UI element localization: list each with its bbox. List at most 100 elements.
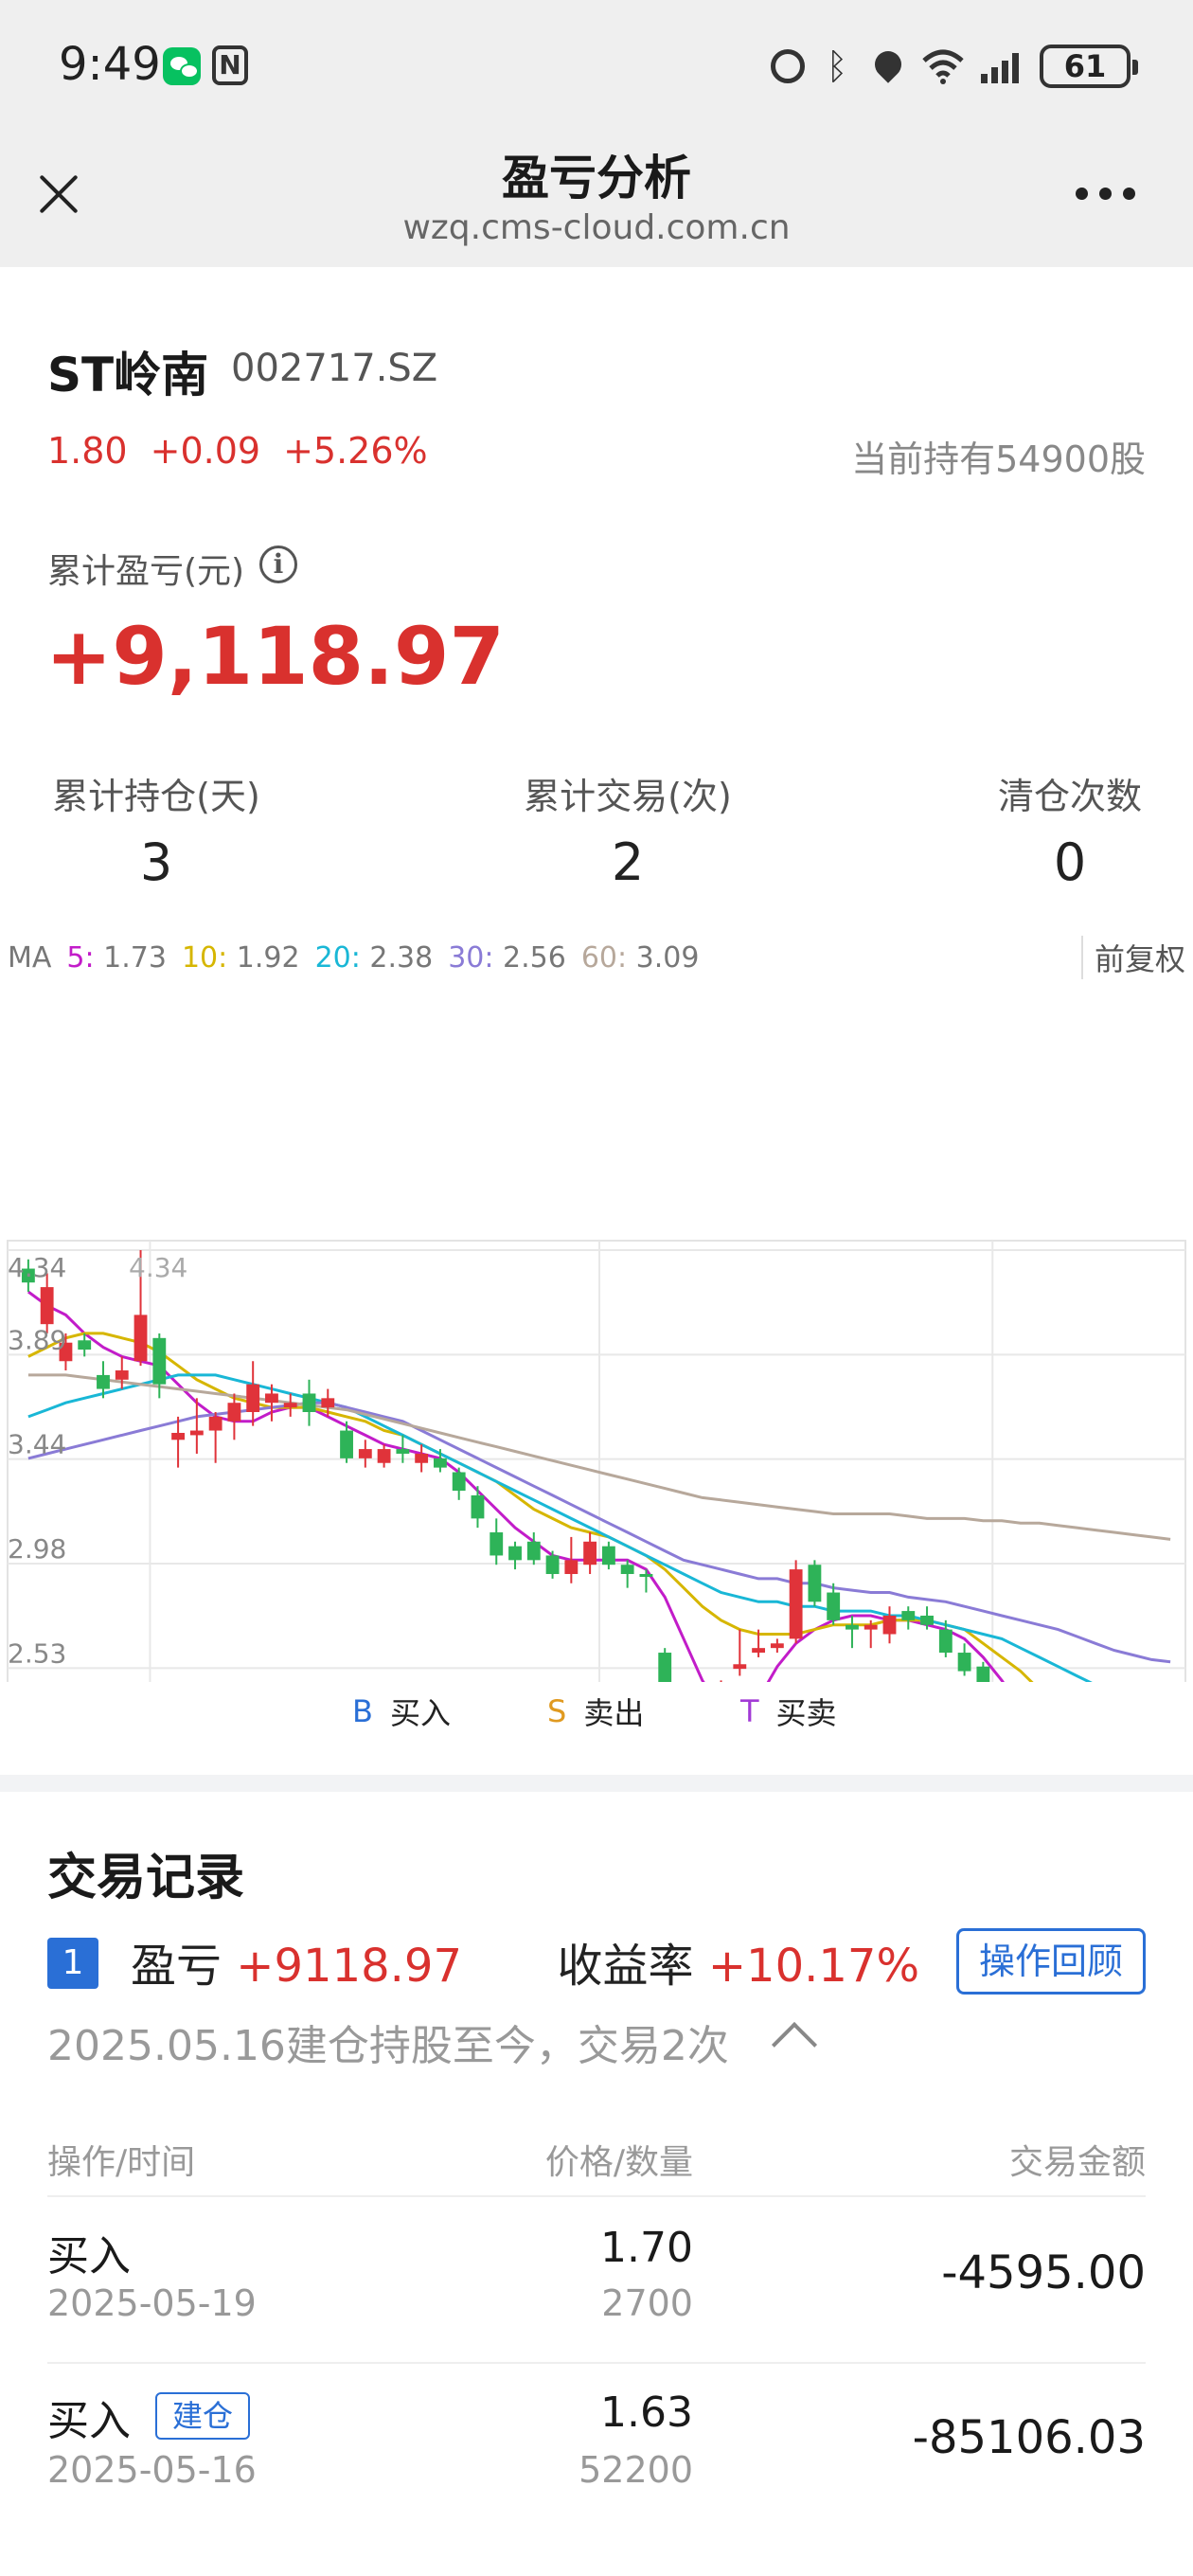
col-header-price: 价格/数量 xyxy=(544,2143,693,2182)
ma10: 10: 1.92 xyxy=(182,941,300,975)
stat-trade-count: 累计交易(次) 2 xyxy=(509,767,746,892)
rate-label: 收益率 xyxy=(557,1940,694,1993)
info-icon[interactable]: i xyxy=(259,546,297,583)
candle-body xyxy=(564,1560,579,1574)
stat-hold-days: 累计持仓(天) 3 xyxy=(38,767,275,892)
stock-name: ST岭南 xyxy=(47,348,209,402)
ma-line-ma20 xyxy=(27,1373,1093,1682)
pnl-value: +9,118.97 xyxy=(45,610,505,703)
legend-key: B xyxy=(352,1693,373,1729)
candle-body xyxy=(283,1403,297,1408)
candle-body xyxy=(78,1340,92,1351)
nfc-icon: N xyxy=(212,45,248,85)
candle-body xyxy=(115,1370,129,1380)
divider xyxy=(47,2195,1146,2197)
review-button[interactable]: 操作回顾 xyxy=(956,1928,1146,1995)
signal-icon xyxy=(979,47,1026,85)
candle-body xyxy=(40,1287,54,1325)
candle-body xyxy=(377,1449,391,1463)
candle-body xyxy=(246,1384,260,1412)
y-tick-label: 3.89 xyxy=(8,1324,66,1355)
ma60-name: 60: xyxy=(580,941,628,975)
ma20-name: 20: xyxy=(314,941,361,975)
candle-body xyxy=(639,1573,653,1577)
legend-key: S xyxy=(547,1693,567,1729)
candle-body xyxy=(152,1337,167,1385)
candle-body xyxy=(620,1565,634,1574)
more-icon[interactable] xyxy=(1076,188,1136,203)
candle-body xyxy=(265,1393,278,1404)
candle-body xyxy=(545,1555,560,1574)
pnl-label: 累计盈亏(元) xyxy=(47,552,245,591)
candle-body xyxy=(490,1532,504,1556)
trade-date: 2025-05-16 xyxy=(47,2449,257,2491)
ma10-name: 10: xyxy=(181,941,228,975)
pnl-text-value: +9118.97 xyxy=(236,1940,462,1993)
stat-value: 3 xyxy=(139,832,173,892)
ma10-value: 1.92 xyxy=(236,941,300,975)
legend-label: 买卖 xyxy=(775,1695,837,1731)
rate-value: +10.17% xyxy=(707,1940,920,1993)
candle-body xyxy=(452,1472,466,1492)
candle-body xyxy=(846,1624,859,1630)
candle-body xyxy=(976,1666,990,1682)
candle-body xyxy=(433,1458,447,1468)
ma-row: MA 5: 1.73 10: 1.92 20: 2.38 30: 2.56 60… xyxy=(8,941,699,975)
ma30-name: 30: xyxy=(448,941,494,975)
ma-line-ma10 xyxy=(27,1332,1034,1682)
legend-sell: S 卖出 xyxy=(547,1690,644,1733)
candle-body xyxy=(583,1541,597,1565)
stock-change: +0.09 xyxy=(150,430,261,472)
candle-body xyxy=(789,1569,803,1639)
legend-label: 卖出 xyxy=(583,1695,645,1731)
status-icons: ᛒ 61 xyxy=(771,40,1138,93)
ma20-value: 2.38 xyxy=(369,941,434,975)
chevron-up-icon[interactable] xyxy=(771,2021,818,2068)
stat-label: 清仓次数 xyxy=(997,776,1142,817)
record-subtitle: 2025.05.16建仓持股至今，交易2次 xyxy=(47,2022,729,2070)
trade-op: 买入 xyxy=(47,2397,131,2445)
legend-trade: T 买卖 xyxy=(740,1690,837,1733)
candle-body xyxy=(59,1342,73,1362)
stat-label: 累计交易(次) xyxy=(524,776,732,817)
candle-body xyxy=(396,1449,410,1454)
ma30: 30: 2.56 xyxy=(448,941,566,975)
ma20: 20: 2.38 xyxy=(315,941,434,975)
stock-quote: 1.80 +0.09 +5.26% xyxy=(47,430,428,472)
candle-body xyxy=(508,1546,522,1561)
stat-value: 2 xyxy=(611,832,645,892)
candle-body xyxy=(770,1643,784,1649)
candle-body xyxy=(171,1432,186,1440)
trade-date: 2025-05-19 xyxy=(47,2282,257,2324)
candle-body xyxy=(302,1393,316,1412)
candle-body xyxy=(920,1615,934,1625)
trade-price: 1.63 xyxy=(600,2388,693,2437)
candle-body xyxy=(808,1565,822,1602)
col-header-amount: 交易金额 xyxy=(1008,2143,1146,2182)
ma5: 5: 1.73 xyxy=(66,941,167,975)
candle-body xyxy=(358,1449,372,1458)
wechat-icon xyxy=(163,47,201,85)
ma5-value: 1.73 xyxy=(103,941,167,975)
adjust-toggle[interactable]: 前复权 xyxy=(1080,936,1185,979)
candle-body xyxy=(415,1453,429,1463)
trade-amount: -4595.00 xyxy=(941,2246,1146,2299)
chart-frame xyxy=(7,1240,1186,1682)
candle-body xyxy=(189,1430,204,1436)
kline-chart[interactable]: 4.343.893.442.982.532.081.632025-032025-… xyxy=(0,981,1193,1682)
trade-op: 买入 xyxy=(47,2232,131,2281)
ma60: 60: 3.09 xyxy=(581,941,700,975)
trade-price: 1.70 xyxy=(600,2224,693,2272)
candle-body xyxy=(882,1615,897,1635)
candle-body xyxy=(208,1416,223,1431)
candle-body xyxy=(957,1653,971,1672)
record-index-badge: 1 xyxy=(47,1938,98,1989)
col-header-op: 操作/时间 xyxy=(47,2143,196,2182)
ma60-value: 3.09 xyxy=(635,941,700,975)
candle-body xyxy=(134,1315,148,1362)
wifi-icon xyxy=(920,47,966,85)
candle-body xyxy=(97,1374,110,1389)
battery-icon: 61 xyxy=(1040,45,1138,88)
ma30-value: 2.56 xyxy=(503,941,566,975)
candle-body xyxy=(601,1546,615,1565)
